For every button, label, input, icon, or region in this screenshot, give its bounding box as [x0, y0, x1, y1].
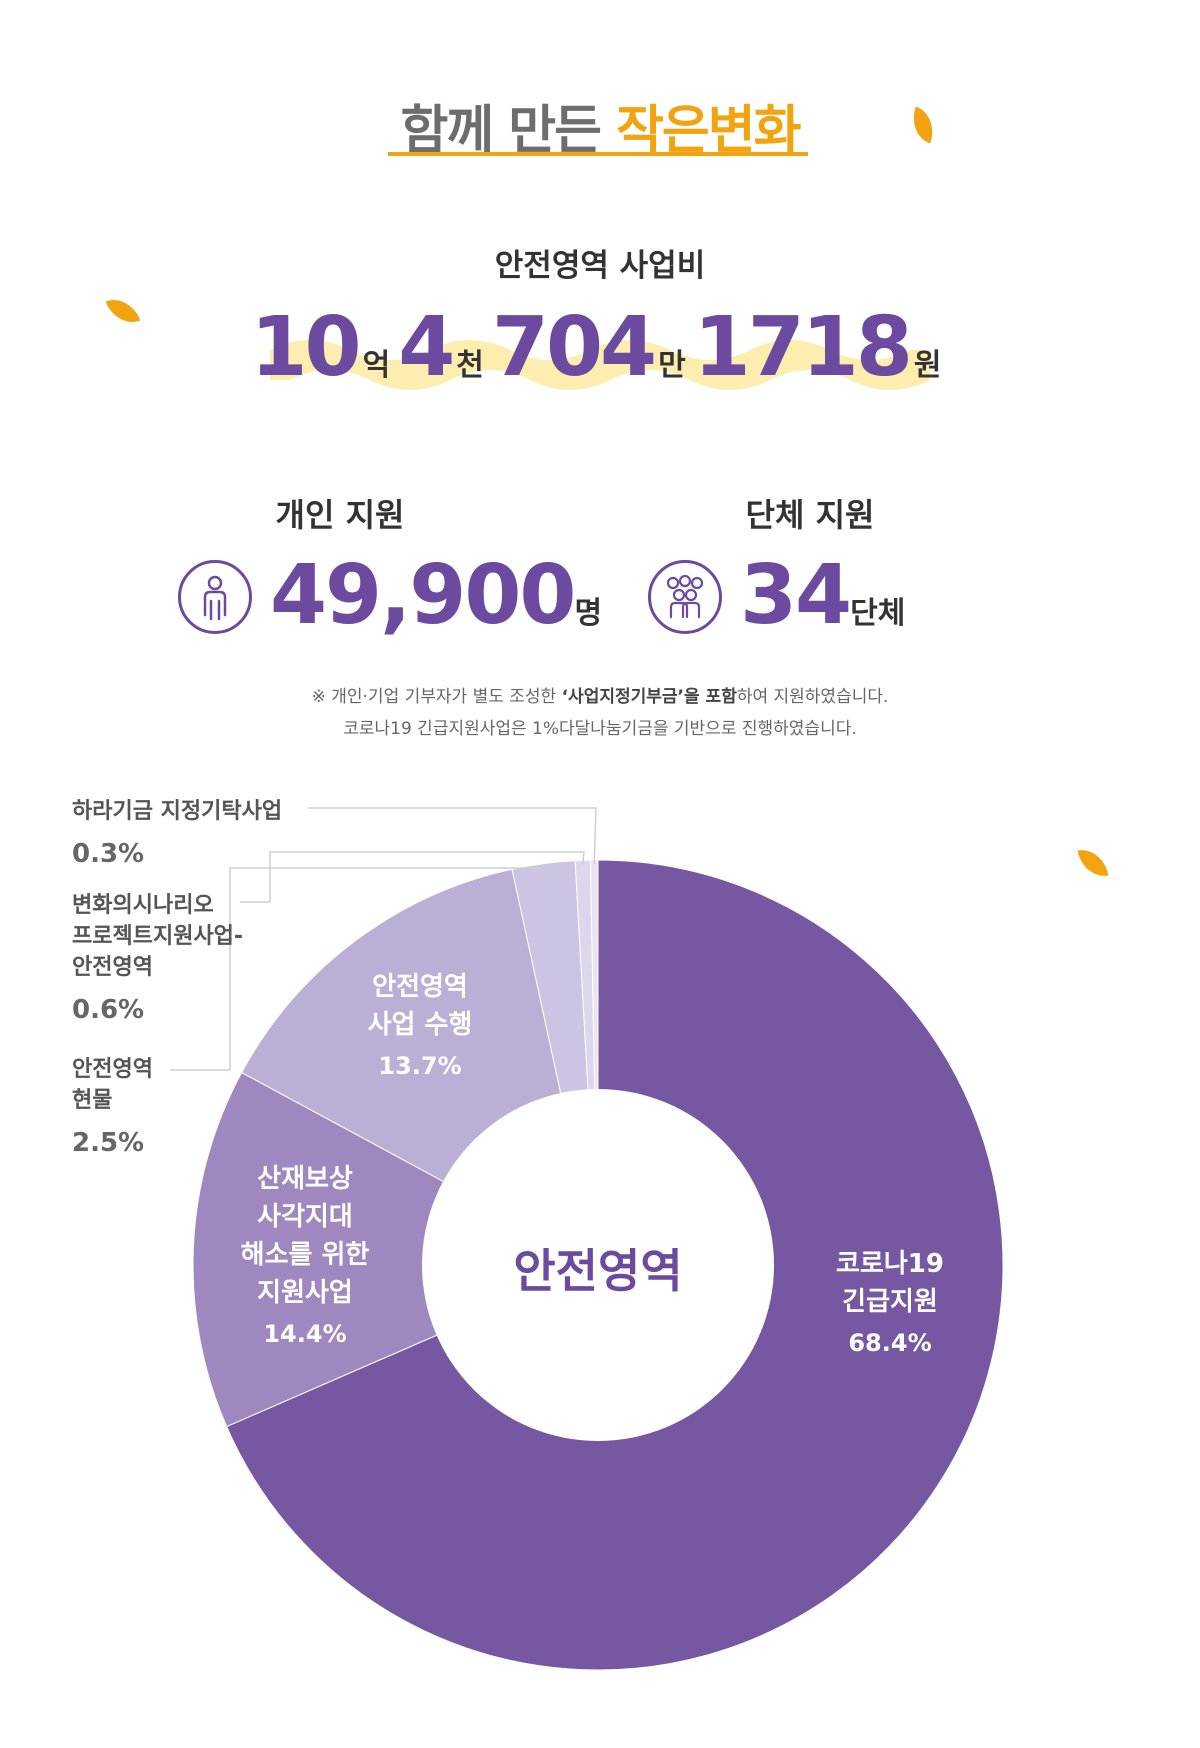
slice-label-industrial: 산재보상 사각지대 해소를 위한 지원사업 14.4%	[215, 1160, 395, 1348]
slice-label-line: 안전영역	[72, 955, 153, 980]
budget-label: 안전영역 사업비	[494, 248, 706, 284]
outside-label-inkind: 안전영역 현물 2.5%	[72, 1054, 372, 1158]
slice-pct: 13.7%	[378, 1052, 462, 1080]
leader-line-hara	[308, 807, 597, 865]
leader-line-inkind	[170, 866, 545, 1071]
individual-stat: 49,900명	[270, 548, 610, 643]
slice-label-line: 변화의시나리오	[72, 893, 214, 918]
budget-highlight-wave	[270, 340, 930, 390]
budget-unit-3: 만	[658, 348, 686, 383]
budget-number-2: 4	[398, 300, 455, 395]
group-icon	[648, 560, 722, 634]
note-line1-post: 하여 지원하였습니다.	[736, 687, 889, 707]
outside-label-scenario: 변화의시나리오 프로젝트지원사업- 안전영역 0.6%	[72, 890, 372, 1025]
group-stat: 34단체	[740, 548, 980, 643]
slice-label-line: 현물	[72, 1088, 113, 1113]
slice-label-line: 지원사업	[257, 1278, 353, 1308]
center-label: 안전영역	[513, 1244, 683, 1298]
individual-unit: 명	[574, 596, 603, 631]
budget-number-3: 704	[491, 300, 657, 395]
individual-label: 개인 지원	[275, 496, 405, 534]
slice-label-line: 안전영역	[72, 1057, 153, 1082]
slice-pct: 14.4%	[263, 1320, 347, 1348]
title-part2: 작은변화	[616, 101, 801, 161]
note-line1-bold: ‘사업지정기부금’을 포함	[561, 687, 737, 707]
slice-label-line: 사각지대	[257, 1202, 353, 1232]
slice-label-line: 긴급지원	[842, 1287, 938, 1317]
budget-number-1: 10	[250, 300, 361, 395]
note-line-1: ※ 개인·기업 기부자가 별도 조성한 ‘사업지정기부금’을 포함하여 지원하였…	[0, 682, 1200, 707]
slice-label-line: 안전영역	[372, 972, 468, 1002]
note-line-2: 코로나19 긴급지원사업은 1%다달나눔기금을 기반으로 진행하였습니다.	[343, 719, 857, 739]
leader-line-scenario	[240, 851, 585, 903]
slice-label-line: 산재보상	[257, 1164, 353, 1194]
budget-number-4: 1718	[693, 300, 913, 395]
group-unit: 단체	[850, 596, 906, 631]
slice-pct: 0.3%	[72, 839, 145, 869]
budget-amount: 10 억4 천704 만1718 원	[0, 300, 1200, 395]
group-label: 단체 지원	[745, 496, 875, 534]
slice-label-line: 코로나19	[836, 1249, 944, 1279]
slice-label-project: 안전영역 사업 수행 13.7%	[330, 968, 510, 1080]
budget-unit-2: 천	[456, 348, 484, 383]
slice-label-line: 해소를 위한	[240, 1240, 370, 1270]
slice-industrial	[192, 1071, 600, 1428]
slice-label-line: 프로젝트지원사업-	[72, 924, 244, 949]
budget-unit-4: 원	[913, 348, 942, 383]
person-icon	[178, 560, 252, 634]
title-underline	[388, 152, 808, 156]
page-title: 함께 만든 작은변화	[0, 88, 1200, 163]
slice-label-line: 하라기금 지정기탁사업	[72, 799, 283, 824]
slice-pct: 68.4%	[848, 1329, 932, 1357]
note-line1-pre: ※ 개인·기업 기부자가 별도 조성한	[311, 687, 562, 707]
slice-label-covid: 코로나19 긴급지원 68.4%	[800, 1245, 980, 1357]
title-part1: 함께 만든	[400, 101, 602, 161]
slice-pct: 0.6%	[72, 995, 145, 1025]
slice-label-line: 사업 수행	[367, 1010, 473, 1040]
outside-label-hara: 하라기금 지정기탁사업 0.3%	[72, 796, 372, 869]
budget-unit-1: 억	[362, 348, 391, 383]
individual-value: 49,900	[270, 548, 576, 643]
donut-hole	[422, 1089, 774, 1441]
group-value: 34	[740, 548, 852, 643]
slice-pct: 2.5%	[72, 1128, 145, 1158]
